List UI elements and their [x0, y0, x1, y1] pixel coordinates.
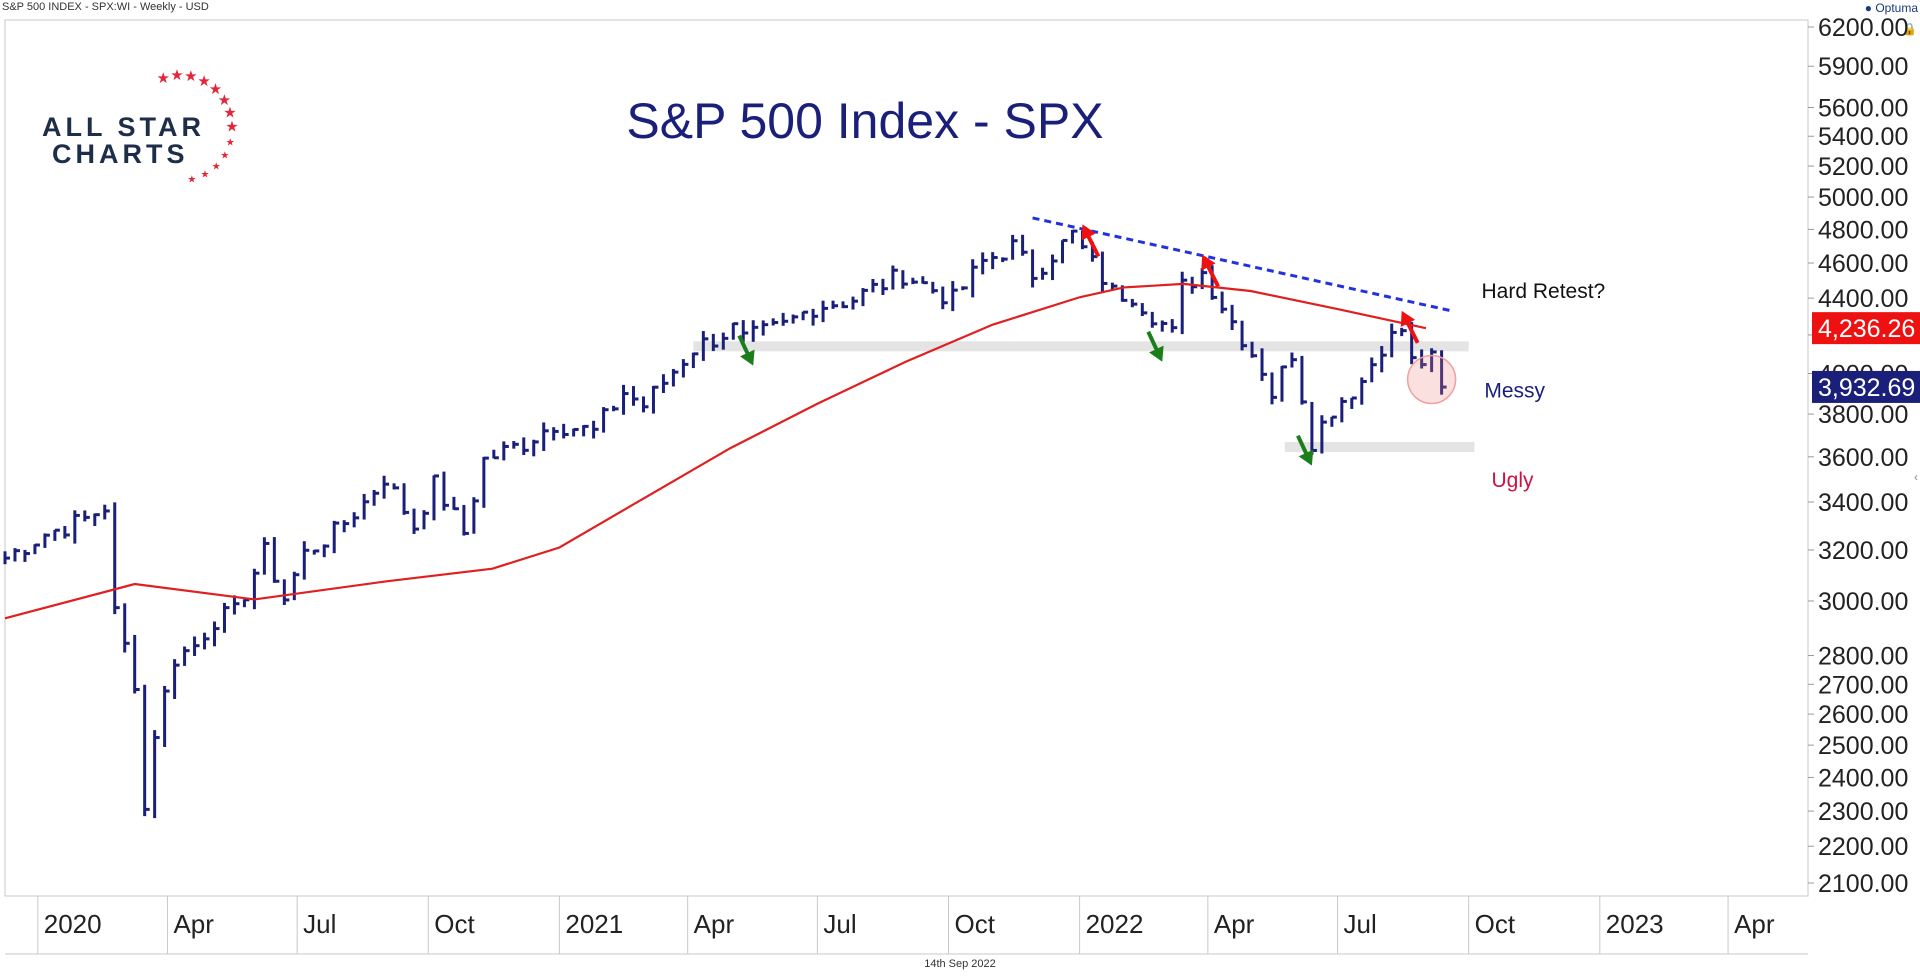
brand-label: Optuma: [1875, 1, 1918, 15]
y-tick-label: 2600.00: [1818, 701, 1908, 729]
y-tick-label: 6200.00: [1818, 14, 1908, 42]
highlight-circle: [1406, 354, 1457, 405]
y-tick-label: 4800.00: [1818, 216, 1908, 244]
red-arrow-2: [1400, 310, 1416, 327]
chart-date-footer: 14th Sep 2022: [924, 958, 996, 970]
chart-title: S&P 500 Index - SPX: [626, 93, 1103, 149]
green-arrow-1: [1149, 345, 1164, 362]
x-tick-label: Jul: [823, 909, 856, 939]
support-band-1: [1284, 442, 1475, 453]
annotation-messy: Messy: [1484, 380, 1545, 403]
red-arrow-0-shaft: [1085, 232, 1101, 258]
logo-star: ★: [197, 72, 210, 90]
logo-star: ★: [187, 175, 196, 186]
x-tick-label: 2023: [1606, 909, 1664, 939]
green-arrow-0: [740, 349, 755, 366]
y-tick-label: 2800.00: [1818, 643, 1908, 671]
y-tick-label: 3400.00: [1818, 489, 1908, 517]
x-tick-label: Apr: [694, 909, 735, 939]
x-tick-label: Oct: [1475, 909, 1516, 939]
moving-average-value-label: 4,236.26: [1818, 315, 1915, 343]
logo-star: ★: [200, 170, 209, 181]
price-series: [3, 229, 1447, 819]
x-tick-label: Oct: [954, 909, 995, 939]
chart-header-symbol: S&P 500 INDEX - SPX:WI - Weekly - USD: [2, 1, 209, 13]
red-arrow-0: [1081, 224, 1096, 241]
y-tick-label: 2500.00: [1818, 732, 1908, 760]
moving-average-line: [4, 282, 1427, 620]
annotation-ugly: Ugly: [1491, 469, 1534, 492]
y-tick-label: 5200.00: [1818, 153, 1908, 181]
y-tick-label: 2300.00: [1818, 798, 1908, 826]
y-tick-label: 3200.00: [1818, 537, 1908, 565]
y-tick-label: 5600.00: [1818, 94, 1908, 122]
moving-average-value-label-bg: [1812, 312, 1920, 345]
optuma-brand: ● Optuma: [1864, 1, 1918, 15]
red-arrow-1: [1201, 254, 1216, 271]
red-arrow-2-shaft: [1404, 318, 1420, 344]
logo-star: ★: [223, 104, 236, 122]
current-price-label: 3,932.69: [1818, 374, 1915, 402]
logo-star: ★: [156, 69, 169, 87]
y-tick-label: 2200.00: [1818, 833, 1908, 861]
y-tick-label: 4400.00: [1818, 285, 1908, 313]
y-tick-label: 2100.00: [1818, 870, 1908, 898]
resistance-trendline: [1032, 216, 1452, 313]
y-tick-label: 3600.00: [1818, 444, 1908, 472]
y-tick-label: 2700.00: [1818, 671, 1908, 699]
logo-star: ★: [209, 80, 222, 98]
y-tick-label: 5900.00: [1818, 53, 1908, 81]
logo-line-2: CHARTS: [52, 139, 189, 169]
x-tick-label: Oct: [434, 909, 475, 939]
x-tick-label: Apr: [173, 909, 214, 939]
current-price-label-bg: [1812, 370, 1920, 403]
logo-star: ★: [218, 91, 231, 109]
y-tick-label: 2400.00: [1818, 764, 1908, 792]
logo-star: ★: [220, 150, 229, 161]
y-tick-label: 5400.00: [1818, 123, 1908, 151]
red-arrow-1-shaft: [1204, 262, 1220, 288]
logo-star: ★: [225, 117, 238, 135]
lock-icon[interactable]: 🔒: [1902, 22, 1917, 36]
y-tick-label: 5000.00: [1818, 184, 1908, 212]
logo-star: ★: [170, 66, 183, 84]
y-tick-label: 3000.00: [1818, 588, 1908, 616]
green-arrow-2: [1298, 449, 1314, 466]
support-band-0: [693, 341, 1469, 352]
x-tick-label: 2022: [1086, 909, 1144, 939]
plot-frame: [4, 19, 1809, 897]
x-tick-label: Apr: [1734, 909, 1775, 939]
x-tick-label: Jul: [1344, 909, 1377, 939]
logo-star: ★: [184, 67, 197, 85]
y-tick-label: 4600.00: [1818, 250, 1908, 278]
logo-line-1: ALL STAR: [42, 112, 205, 142]
y-tick-label: 3800.00: [1818, 401, 1908, 429]
logo-star: ★: [212, 161, 221, 172]
x-tick-label: 2021: [565, 909, 623, 939]
annotation-hard-retest-: Hard Retest?: [1482, 280, 1606, 303]
x-tick-label: Apr: [1214, 909, 1255, 939]
chevron-left-icon[interactable]: ‹: [1914, 470, 1918, 484]
x-tick-label: 2020: [44, 909, 102, 939]
logo-star: ★: [226, 137, 235, 148]
x-tick-label: Jul: [303, 909, 336, 939]
